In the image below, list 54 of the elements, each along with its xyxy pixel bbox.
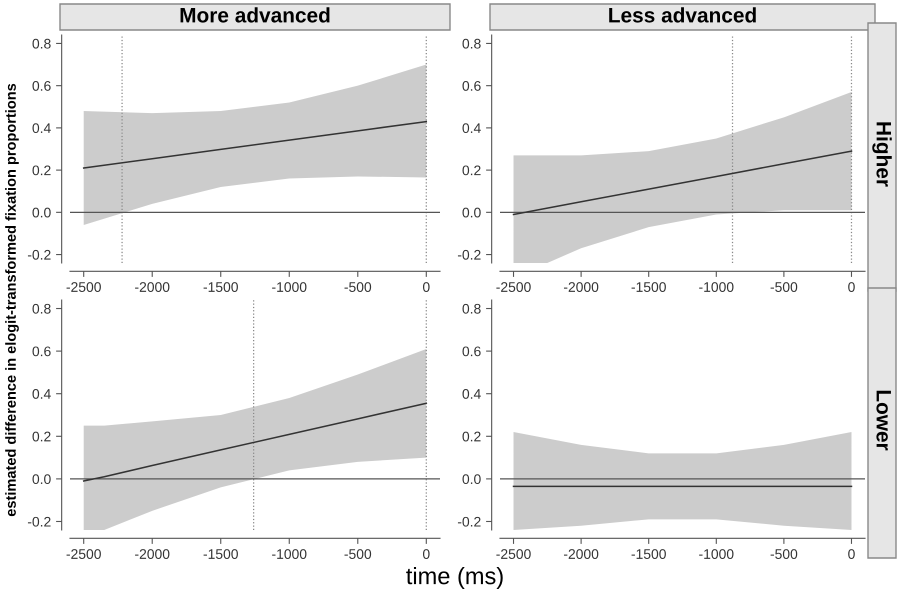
x-axis-title: time (ms): [406, 566, 503, 589]
x-tick-label: -2000: [564, 549, 598, 559]
y-tick-label: 0.8: [462, 38, 481, 49]
y-tick-label: 0.2: [32, 165, 51, 176]
x-tick-label: -500: [344, 282, 372, 292]
y-tick-label: 0.2: [462, 432, 481, 442]
x-tick-label: 0: [848, 282, 855, 292]
y-tick-label: 0.2: [32, 432, 51, 442]
x-tick-label: -2500: [496, 549, 531, 559]
y-tick-label: 0.8: [32, 38, 51, 49]
x-tick-label: -1500: [204, 549, 238, 559]
x-tick-label: -500: [770, 549, 798, 559]
y-tick-label: -0.2: [458, 516, 481, 527]
x-tick-label: -1500: [632, 549, 666, 559]
y-tick-label: 0.4: [32, 123, 51, 134]
x-tick-label: -2000: [135, 549, 170, 559]
x-tick-label: -2500: [66, 282, 101, 292]
y-tick-label: 0.0: [462, 208, 481, 218]
y2-axis-title: Lower: [876, 390, 891, 450]
x-tick-label: -1500: [632, 282, 666, 292]
y-tick-label: 0.6: [462, 346, 481, 356]
y-tick-label: 0.8: [32, 304, 51, 314]
x-tick-label: 0: [422, 282, 430, 292]
x-tick-label: -2500: [66, 549, 101, 559]
x-tick-label: -1000: [272, 282, 306, 292]
chart-title: More advanced: [180, 7, 330, 23]
x-tick-label: -1000: [699, 282, 734, 292]
y-tick-label: 0.6: [462, 81, 481, 91]
y-tick-label: 0.4: [462, 123, 481, 134]
y-tick-label: -0.2: [28, 516, 51, 527]
x-tick-label: -2500: [496, 282, 531, 292]
y-tick-label: 0.0: [32, 208, 51, 218]
y-tick-label: 0.6: [32, 81, 51, 91]
x-tick-label: -500: [344, 549, 372, 559]
y-tick-label: 0.4: [32, 389, 51, 399]
y-tick-label: 0.2: [462, 165, 481, 176]
x-tick-label: -2000: [135, 282, 170, 292]
y-tick-label: 0.0: [462, 474, 481, 484]
y-tick-label: 0.4: [462, 389, 481, 399]
x-tick-label: -2000: [564, 282, 598, 292]
x-tick-label: 0: [422, 549, 430, 559]
chart-title: Less advanced: [609, 7, 756, 23]
y-axis-title: estimated difference in elogit-transformed fixation proportions: [5, 84, 19, 516]
y-tick-label: -0.2: [458, 250, 481, 260]
y2-axis-title: Higher: [872, 122, 892, 187]
y-tick-label: 0.0: [32, 474, 51, 484]
x-tick-label: -500: [770, 282, 798, 292]
x-tick-label: 0: [848, 549, 855, 559]
x-tick-label: -1000: [699, 549, 734, 559]
x-tick-label: -1000: [272, 549, 306, 559]
y-tick-label: -0.2: [28, 250, 51, 260]
y-tick-label: 0.6: [32, 346, 51, 356]
x-tick-label: -1500: [204, 282, 238, 292]
y-tick-label: 0.8: [462, 304, 481, 314]
